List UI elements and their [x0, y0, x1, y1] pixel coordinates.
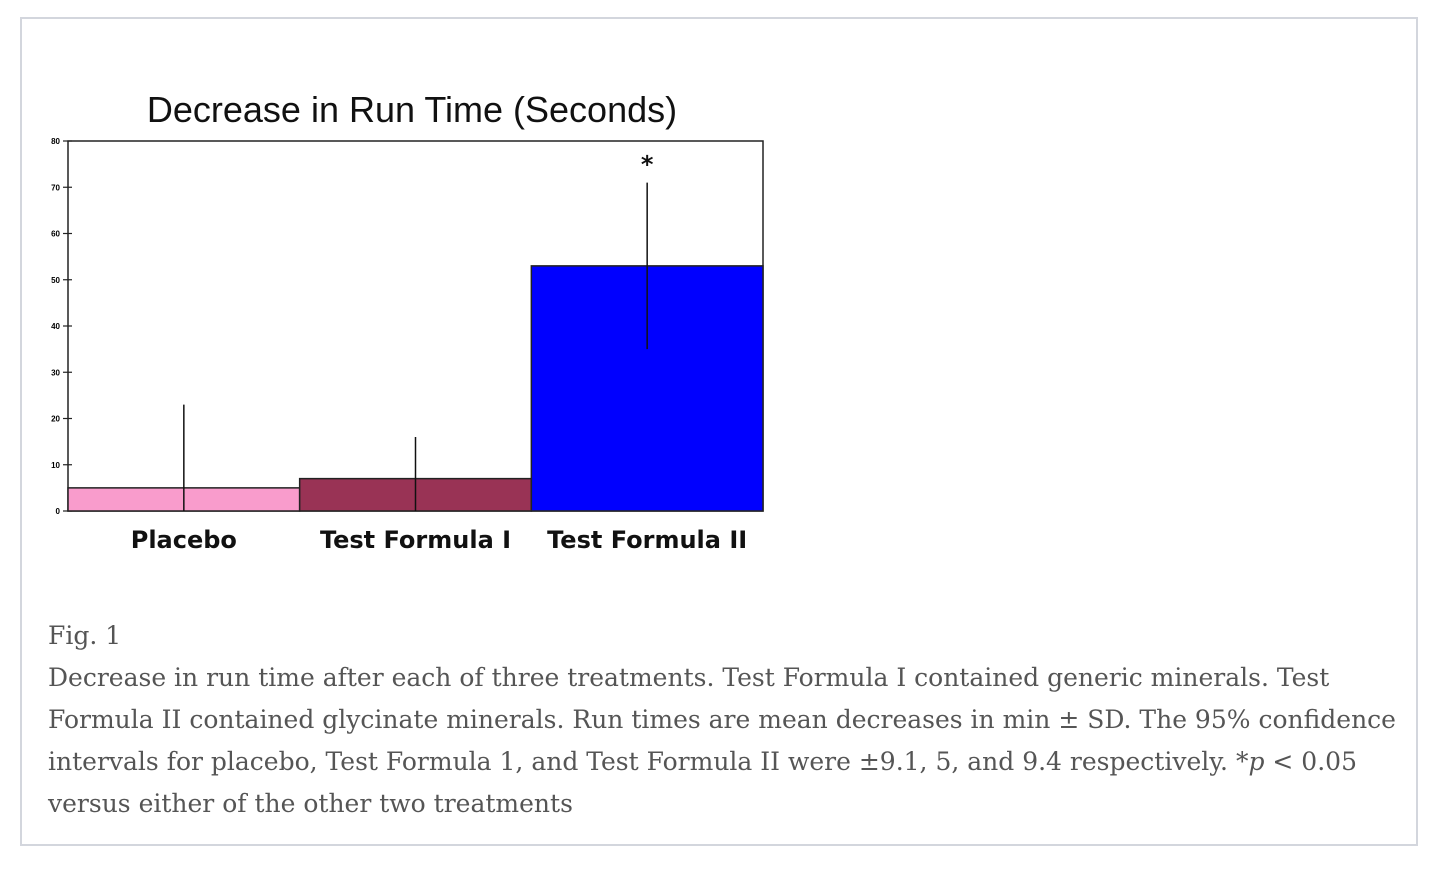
x-category-label: Placebo — [131, 526, 237, 554]
y-tick-label: 40 — [51, 322, 60, 331]
caption-p-symbol: p — [1248, 747, 1265, 776]
y-tick-label: 50 — [51, 276, 60, 285]
y-tick-label: 10 — [51, 461, 60, 470]
y-tick-label: 80 — [51, 137, 60, 146]
caption-text-end: < 0.05 versus either of the other two tr… — [48, 747, 1357, 818]
y-tick-label: 20 — [51, 415, 60, 424]
y-tick-label: 30 — [51, 368, 60, 377]
chart-title: Decrease in Run Time (Seconds) — [147, 89, 677, 130]
caption-text-main: Decrease in run time after each of three… — [48, 663, 1396, 776]
bar-chart: Decrease in Run Time (Seconds) 0 10 20 30 40… — [51, 89, 764, 554]
figure-label: Fig. 1 — [48, 621, 122, 650]
x-category-label: Test Formula I — [320, 526, 511, 554]
y-tick-label: 60 — [51, 230, 60, 239]
significance-marker: * — [641, 151, 654, 179]
figure-caption-text: Decrease in run time after each of three… — [48, 657, 1398, 825]
x-category-label: Test Formula II — [547, 526, 747, 554]
y-tick-label: 0 — [56, 507, 61, 516]
figure-caption: Fig. 1 Decrease in run time after each o… — [48, 615, 1398, 825]
figure-container: Decrease in Run Time (Seconds) 0 10 20 30 40… — [20, 17, 1418, 846]
y-tick-label: 70 — [51, 183, 60, 192]
